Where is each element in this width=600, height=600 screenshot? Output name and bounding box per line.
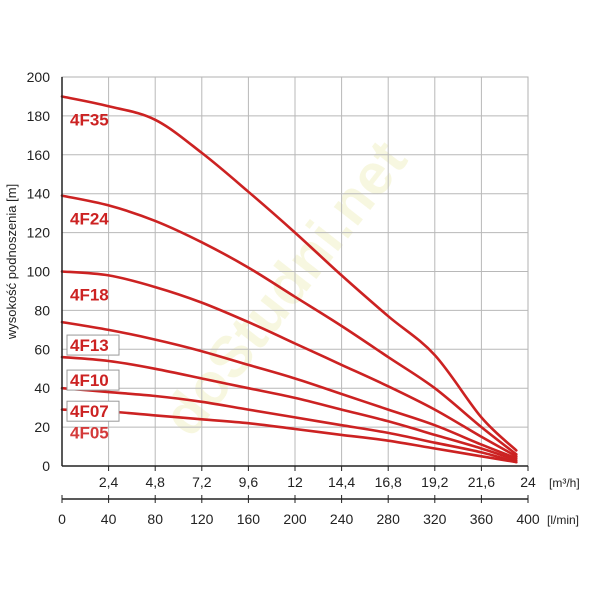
x-tick-label-m3h: 21,6 (468, 474, 495, 490)
grid (61, 76, 529, 467)
series-label-4f35: 4F35 (70, 110, 109, 129)
y-tick-label: 140 (27, 186, 51, 202)
x-tick-label-m3h: 4,8 (145, 474, 165, 490)
x-tick-label-lmin: 0 (58, 511, 66, 527)
x-tick-label-lmin: 200 (283, 511, 307, 527)
x-tick-label-m3h: 16,8 (375, 474, 402, 490)
y-tick-label: 160 (27, 147, 51, 163)
x-tick-label-lmin: 40 (101, 511, 117, 527)
curve-4f35 (60, 95, 518, 452)
series-labels: 4F35 4F24 4F18 4F13 4F10 4F07 4F05 (66, 110, 120, 443)
series-label-box (66, 369, 120, 391)
series-label-text: 4F24 (70, 210, 109, 229)
series-label-4f13: 4F13 (66, 334, 120, 356)
y-tick-label: 120 (27, 225, 51, 241)
curve-4f10 (60, 355, 518, 462)
x-tick-label-m3h: 24 (520, 474, 536, 490)
series-label-text: 4F18 (70, 286, 109, 305)
curve-4f24 (60, 194, 518, 456)
x-tick-label-m3h: 14,4 (328, 474, 355, 490)
x-tick-label-lmin: 280 (377, 511, 401, 527)
x-tick-label-lmin: 240 (330, 511, 354, 527)
x-tick-label-lmin: 120 (190, 511, 214, 527)
series-label-box (66, 334, 120, 356)
performance-curves (60, 95, 518, 464)
y-tick-label: 0 (42, 458, 50, 474)
series-label-4f10: 4F10 (66, 369, 120, 391)
series-label-box (66, 400, 120, 422)
y-tick-label: 40 (34, 380, 50, 396)
x-axis-unit-m3h: [m³/h] (549, 476, 580, 490)
x-axis-unit-lmin: [l/min] (547, 513, 579, 527)
y-tick-label: 100 (27, 264, 51, 280)
x-tick-label-m3h: 12 (287, 474, 303, 490)
series-label-4f18: 4F18 (70, 286, 109, 305)
series-label-text: 4F05 (70, 424, 109, 443)
series-label-4f07: 4F07 (66, 400, 120, 422)
series-label-text: 4F10 (70, 371, 109, 390)
x-tick-label-lmin: 80 (147, 511, 163, 527)
y-tick-label: 80 (34, 302, 50, 318)
y-axis-label: wysokość podnoszenia [m] (4, 184, 19, 340)
y-tick-label: 20 (34, 419, 50, 435)
curve-4f07 (60, 386, 518, 464)
y-tick-label: 60 (34, 341, 50, 357)
series-label-4f24: 4F24 (70, 210, 109, 229)
x-tick-label-lmin: 360 (470, 511, 494, 527)
x-tick-label-m3h: 2,4 (99, 474, 119, 490)
x-tick-label-m3h: 9,6 (239, 474, 259, 490)
y-tick-label: 180 (27, 108, 51, 124)
curve-4f18 (60, 270, 518, 458)
x-tick-label-m3h: 19,2 (421, 474, 448, 490)
series-label-text: 4F35 (70, 110, 109, 129)
series-label-4f05: 4F05 (70, 424, 109, 443)
x-tick-label-lmin: 160 (237, 511, 261, 527)
series-label-text: 4F07 (70, 402, 109, 421)
series-label-text: 4F13 (70, 336, 109, 355)
curve-4f13 (60, 320, 518, 460)
y-tick-label: 200 (27, 69, 51, 85)
x-tick-label-m3h: 7,2 (192, 474, 212, 490)
curve-4f05 (60, 408, 518, 464)
x-tick-label-lmin: 400 (516, 511, 540, 527)
x-tick-label-lmin: 320 (423, 511, 447, 527)
